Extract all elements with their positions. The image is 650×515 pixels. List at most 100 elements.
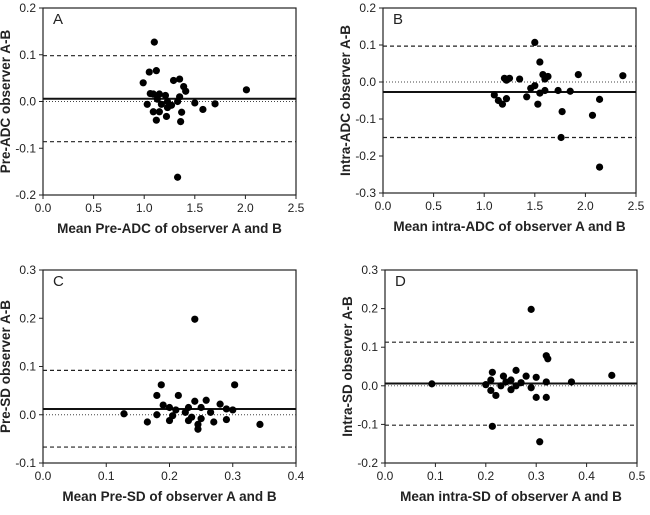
x-tick-label-d: 0.1 [427, 469, 444, 483]
data-point-b [531, 38, 539, 47]
x-tick-label-c: 0.4 [288, 469, 305, 483]
y-tick-label-b: -0.1 [355, 112, 376, 126]
data-point-a [155, 108, 163, 116]
x-tick-label-c: 0.1 [98, 469, 115, 483]
data-point-d [527, 305, 535, 313]
data-point-c [159, 401, 167, 409]
x-tick-label-a: 0.0 [35, 201, 52, 215]
plot-frame-c [42, 269, 297, 464]
y-tick-label-b: 0.1 [359, 38, 376, 52]
y-tick-label-c: 0.3 [19, 263, 36, 277]
data-point-c [202, 396, 210, 404]
data-point-a [191, 99, 199, 107]
y-tick-label-d: -0.1 [357, 417, 378, 431]
data-point-c [197, 403, 205, 412]
plot-frame-d [384, 269, 638, 464]
y-tick-label-c: 0.0 [19, 408, 36, 422]
data-point-a [173, 97, 182, 106]
data-point-a [176, 75, 184, 83]
data-point-c [194, 425, 202, 433]
x-tick-label-b: 0.5 [425, 199, 442, 213]
data-point-d [532, 373, 540, 381]
x-tick-label-a: 1.0 [136, 201, 153, 215]
y-tick-label-b: 0.2 [359, 1, 376, 15]
data-point-a [152, 116, 160, 124]
data-point-a [153, 95, 161, 103]
data-point-c [120, 410, 128, 418]
y-tick-label-c: -0.1 [15, 456, 36, 470]
y-tick-label-b: 0.0 [359, 75, 376, 89]
x-tick-label-c: 0.2 [161, 469, 178, 483]
x-tick-label-c: 0.3 [224, 469, 241, 483]
data-point-c [229, 406, 237, 414]
data-point-a [152, 67, 160, 75]
x-tick-label-c: 0.0 [35, 469, 52, 483]
data-point-b [554, 86, 562, 95]
panel-b: 0.0 0.5 1.0 1.5 2.0 2.5 -0.3 -0.2 -0.1 0.0 0.1 0.2 M… [338, 1, 645, 234]
y-tick-label-d: 0.2 [361, 302, 378, 316]
x-tick-label-b: 1.5 [526, 199, 543, 213]
data-point-a [178, 108, 186, 116]
data-point-c [143, 418, 151, 426]
data-point-c [181, 408, 189, 416]
data-point-c [191, 397, 199, 405]
data-point-a [139, 79, 147, 87]
data-point-a [161, 91, 170, 100]
data-point-b [566, 87, 574, 95]
y-tick-label-a: 0.0 [19, 95, 36, 109]
data-point-d [542, 378, 550, 386]
x-axis-label-d: Mean intra-SD of observer A and B [400, 489, 622, 504]
data-point-b [619, 72, 627, 80]
panel-d: 0.0 0.1 0.2 0.3 0.4 0.5 -0.2 -0.1 0.0 0.1 0.2 0.3 Me… [340, 263, 646, 504]
data-point-c [157, 381, 165, 389]
y-tick-label-b: -0.2 [355, 149, 376, 163]
data-point-d [522, 372, 530, 380]
data-point-d [608, 371, 616, 379]
data-point-c [256, 420, 264, 428]
data-point-a [145, 68, 153, 76]
data-point-c [216, 400, 224, 408]
data-point-a [211, 100, 219, 108]
panel-letter-b: B [393, 11, 403, 28]
data-point-d [542, 393, 550, 401]
panel-a: 0.0 0.5 1.0 1.5 2.0 2.5 -0.2 -0.1 0.0 0.1 0.2 Mean … [0, 1, 305, 236]
data-point-c [231, 381, 239, 389]
data-point-d [512, 382, 520, 390]
y-tick-label-d: 0.0 [361, 379, 378, 393]
data-point-c [222, 405, 231, 413]
data-point-b [557, 133, 565, 142]
data-point-a [242, 86, 251, 94]
data-point-a [149, 108, 157, 116]
x-tick-label-a: 0.5 [85, 201, 102, 215]
data-point-c [197, 415, 205, 423]
data-point-a [157, 100, 166, 108]
data-point-c [172, 406, 180, 414]
x-tick-label-a: 2.5 [288, 201, 305, 215]
data-point-a [149, 90, 157, 98]
data-point-b [536, 58, 544, 66]
data-point-b [527, 84, 535, 92]
data-point-c [174, 391, 182, 400]
data-point-c [222, 415, 231, 424]
y-axis-label-a: Pre-ADC observer A-B [0, 29, 13, 173]
data-point-a [169, 76, 178, 85]
x-axis-label-c: Mean Pre-SD of observer A and B [62, 489, 277, 504]
data-point-b [516, 75, 524, 83]
data-point-b [588, 111, 597, 119]
data-point-d [487, 386, 495, 395]
data-point-d [488, 368, 496, 376]
x-axis-label-a: Mean Pre-ADC of observer A and B [57, 221, 282, 236]
panel-letter-d: D [395, 273, 406, 290]
data-point-a [150, 38, 158, 46]
x-tick-label-a: 2.0 [237, 201, 254, 215]
x-tick-label-a: 1.5 [186, 201, 203, 215]
y-axis-label-b: Intra-ADC observer A-B [338, 25, 353, 176]
data-point-d [502, 378, 510, 386]
y-tick-label-d: 0.3 [361, 263, 378, 277]
data-point-d [497, 382, 505, 390]
x-axis-label-b: Mean intra-ADC of observer A and B [393, 219, 626, 234]
x-tick-label-d: 0.4 [578, 469, 595, 483]
data-point-d [536, 438, 544, 446]
y-tick-label-a: 0.2 [19, 1, 36, 15]
